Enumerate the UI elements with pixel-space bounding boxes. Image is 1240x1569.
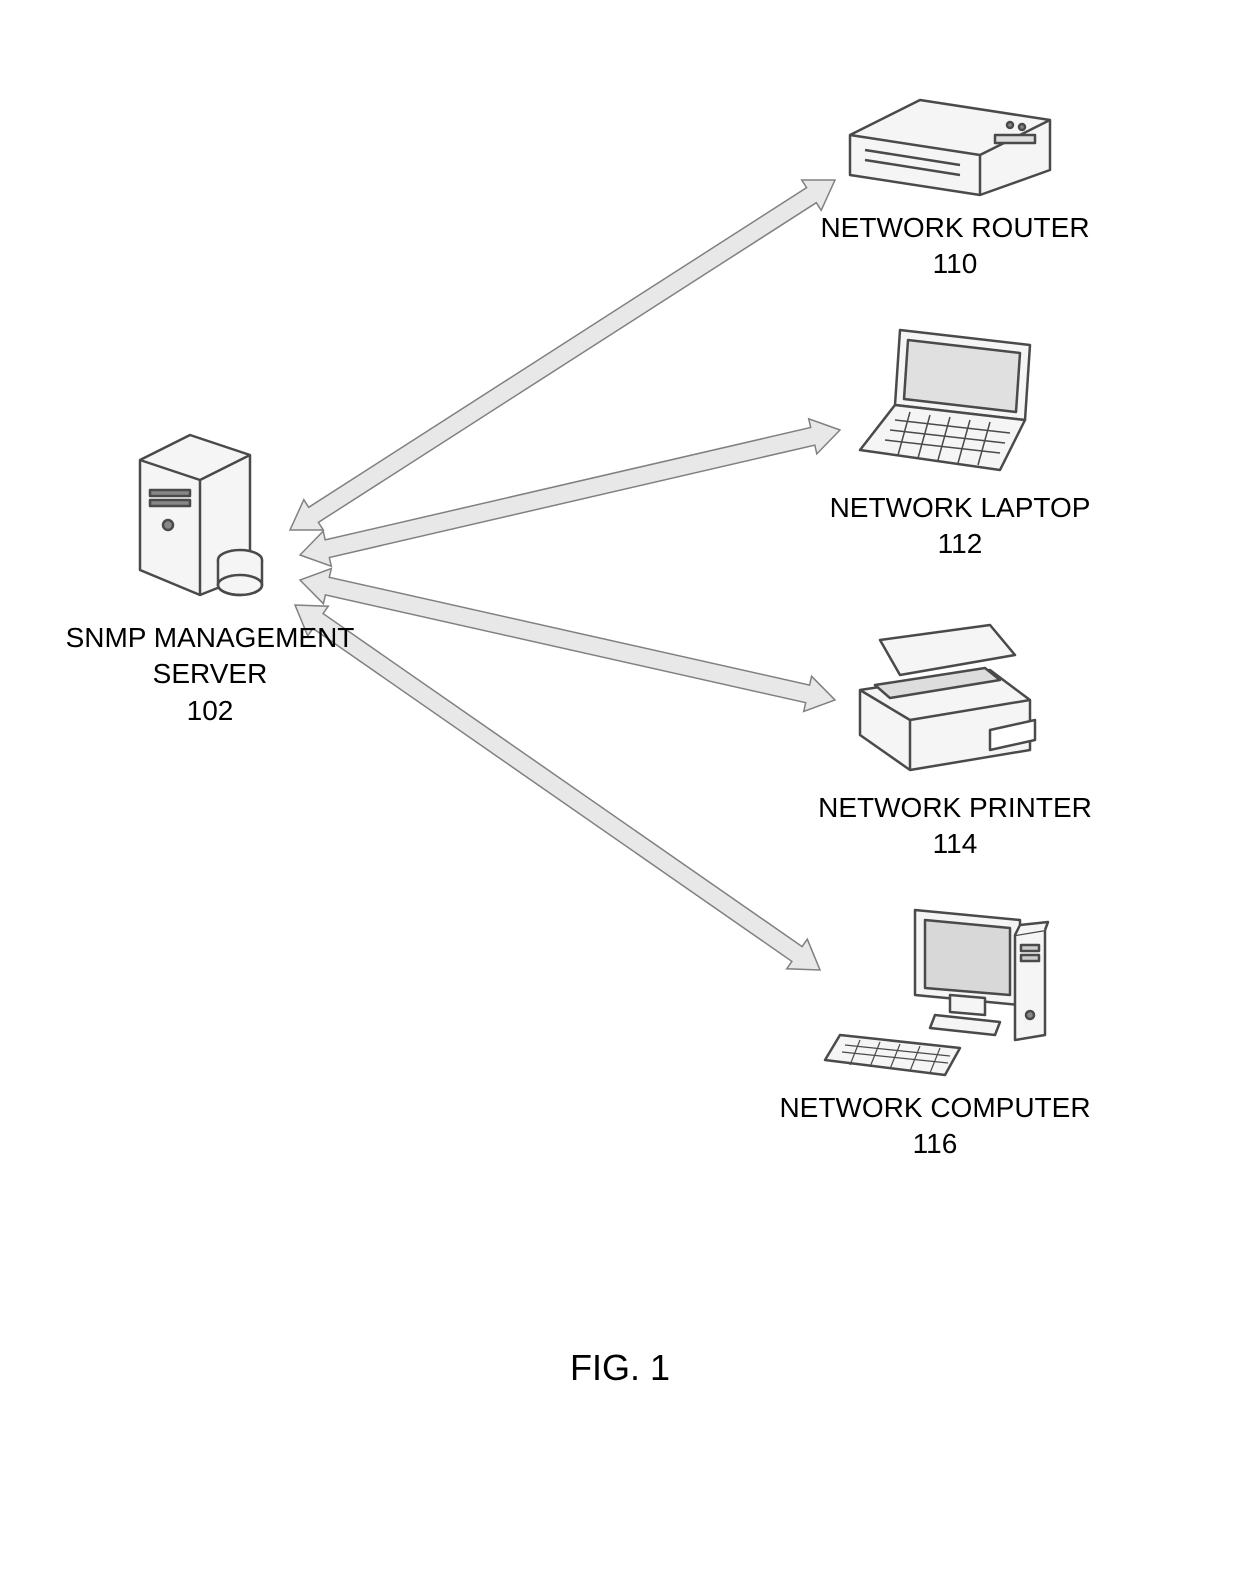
printer-icon: [840, 620, 1040, 785]
laptop-label: NETWORK LAPTOP 112: [795, 490, 1125, 563]
server-label: SNMP MANAGEMENT SERVER 102: [40, 620, 380, 729]
printer-label: NETWORK PRINTER 114: [790, 790, 1120, 863]
computer-icon: [820, 900, 1050, 1085]
figure-caption: FIG. 1: [570, 1347, 670, 1389]
laptop-icon: [850, 320, 1050, 485]
computer-label: NETWORK COMPUTER 116: [770, 1090, 1100, 1163]
server-icon: [120, 420, 280, 605]
network-diagram: SNMP MANAGEMENT SERVER 102 NETWORK ROUTE…: [0, 0, 1240, 1569]
router-label: NETWORK ROUTER 110: [790, 210, 1120, 283]
router-icon: [840, 90, 1060, 205]
